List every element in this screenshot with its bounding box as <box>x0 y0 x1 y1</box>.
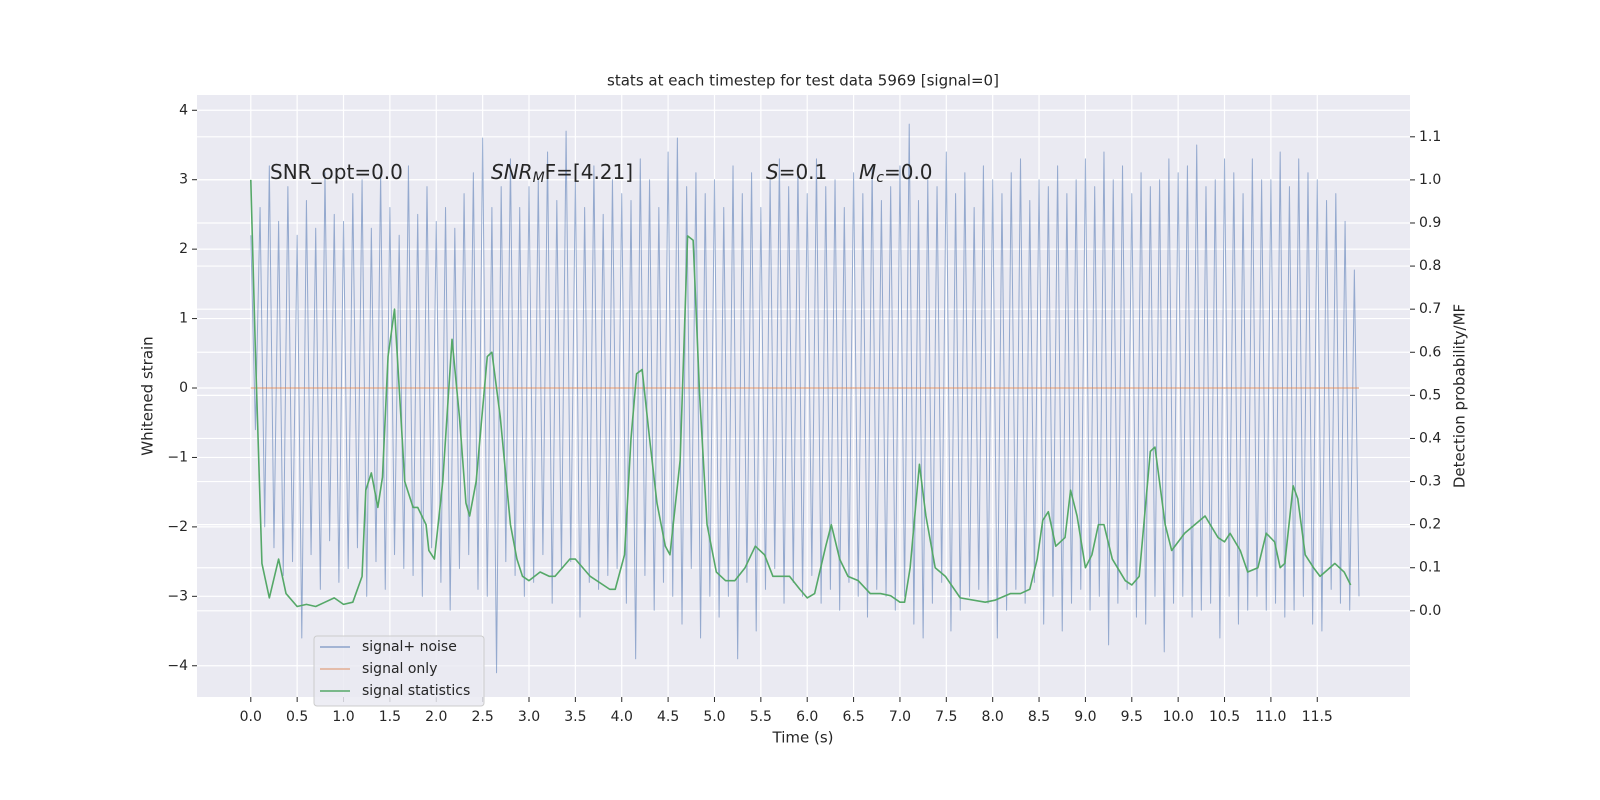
x-tick-label: 7.5 <box>935 709 957 725</box>
x-tick-label: 0.5 <box>286 709 308 725</box>
x-tick-label: 6.0 <box>796 709 818 725</box>
x-axis-label: Time (s) <box>772 729 834 747</box>
y2-tick-label: 0.7 <box>1419 301 1441 317</box>
y2-tick-label: 0.5 <box>1419 387 1441 403</box>
x-tick-label: 9.0 <box>1074 709 1096 725</box>
y2-tick-label: 0.0 <box>1419 603 1441 619</box>
x-tick-label: 11.0 <box>1255 709 1286 725</box>
x-tick-label: 7.0 <box>889 709 911 725</box>
x-tick-label: 4.5 <box>657 709 679 725</box>
annotation-rest: =0.1 <box>779 160 828 184</box>
x-tick-label: 11.5 <box>1302 709 1333 725</box>
x-tick-label: 5.5 <box>750 709 772 725</box>
y-axis-label: Whitened strain <box>139 336 157 455</box>
x-tick-label: 0.0 <box>240 709 262 725</box>
annotation-rest: =0.0 <box>884 160 933 184</box>
y-tick-label: 1 <box>179 311 188 327</box>
annotation-base: SNR <box>491 160 533 184</box>
x-tick-label: 8.0 <box>982 709 1004 725</box>
x-tick-label: 1.5 <box>379 709 401 725</box>
legend-label: signal+ noise <box>362 639 457 655</box>
x-tick-label: 4.0 <box>611 709 633 725</box>
plot-area <box>197 95 1410 697</box>
y2-tick-label: 0.1 <box>1419 560 1441 576</box>
annotation: S=0.1 <box>766 160 827 184</box>
x-tick-label: 10.5 <box>1209 709 1240 725</box>
y-tick-label: 4 <box>179 102 188 118</box>
y-tick-label: 2 <box>179 241 188 257</box>
x-tick-label: 2.0 <box>425 709 447 725</box>
x-tick-label: 8.5 <box>1028 709 1050 725</box>
y2-tick-label: 0.9 <box>1419 215 1441 231</box>
y-tick-label: 3 <box>179 172 188 188</box>
y2-tick-label: 0.4 <box>1419 430 1441 446</box>
annotation-subscript: c <box>876 170 884 186</box>
x-tick-label: 2.5 <box>471 709 493 725</box>
annotation: SNRMF=[4.21] <box>491 160 633 187</box>
y-tick-label: −3 <box>167 588 188 604</box>
marks <box>249 123 1360 674</box>
x-tick-label: 6.5 <box>842 709 864 725</box>
y2-tick-label: 0.3 <box>1419 474 1441 490</box>
y-tick-label: −2 <box>167 519 188 535</box>
annotation-rest: F=[4.21] <box>545 160 633 184</box>
legend-label: signal statistics <box>362 683 470 699</box>
y2-tick-label: 1.1 <box>1419 129 1441 145</box>
y2-axis-label: Detection probability/MF <box>1451 304 1469 488</box>
x-tick-label: 1.0 <box>332 709 354 725</box>
annotation-base: S <box>766 160 779 184</box>
x-tick-label: 10.0 <box>1163 709 1194 725</box>
legend-label: signal only <box>362 661 437 677</box>
x-tick-label: 9.5 <box>1121 709 1143 725</box>
annotation-base: M <box>859 160 876 184</box>
y-tick-label: 0 <box>179 380 188 396</box>
x-tick-label: 5.0 <box>703 709 725 725</box>
y2-tick-label: 0.8 <box>1419 258 1441 274</box>
legend-box <box>313 635 485 707</box>
annotation: SNR_opt=0.0 <box>270 160 403 184</box>
y2-tick-label: 1.0 <box>1419 172 1441 188</box>
series-line <box>250 123 1360 674</box>
y2-tick-label: 0.2 <box>1419 517 1441 533</box>
y-tick-label: −4 <box>167 658 188 674</box>
series-line <box>249 179 1352 608</box>
x-tick-label: 3.0 <box>518 709 540 725</box>
chart-title: stats at each timestep for test data 596… <box>607 72 999 90</box>
y2-tick-label: 0.6 <box>1419 344 1441 360</box>
y-tick-label: −1 <box>167 449 188 465</box>
annotation-base: SNR_opt=0.0 <box>270 160 403 184</box>
annotation: Mc=0.0 <box>859 160 933 187</box>
x-tick-label: 3.5 <box>564 709 586 725</box>
annotation-subscript: M <box>533 170 545 186</box>
